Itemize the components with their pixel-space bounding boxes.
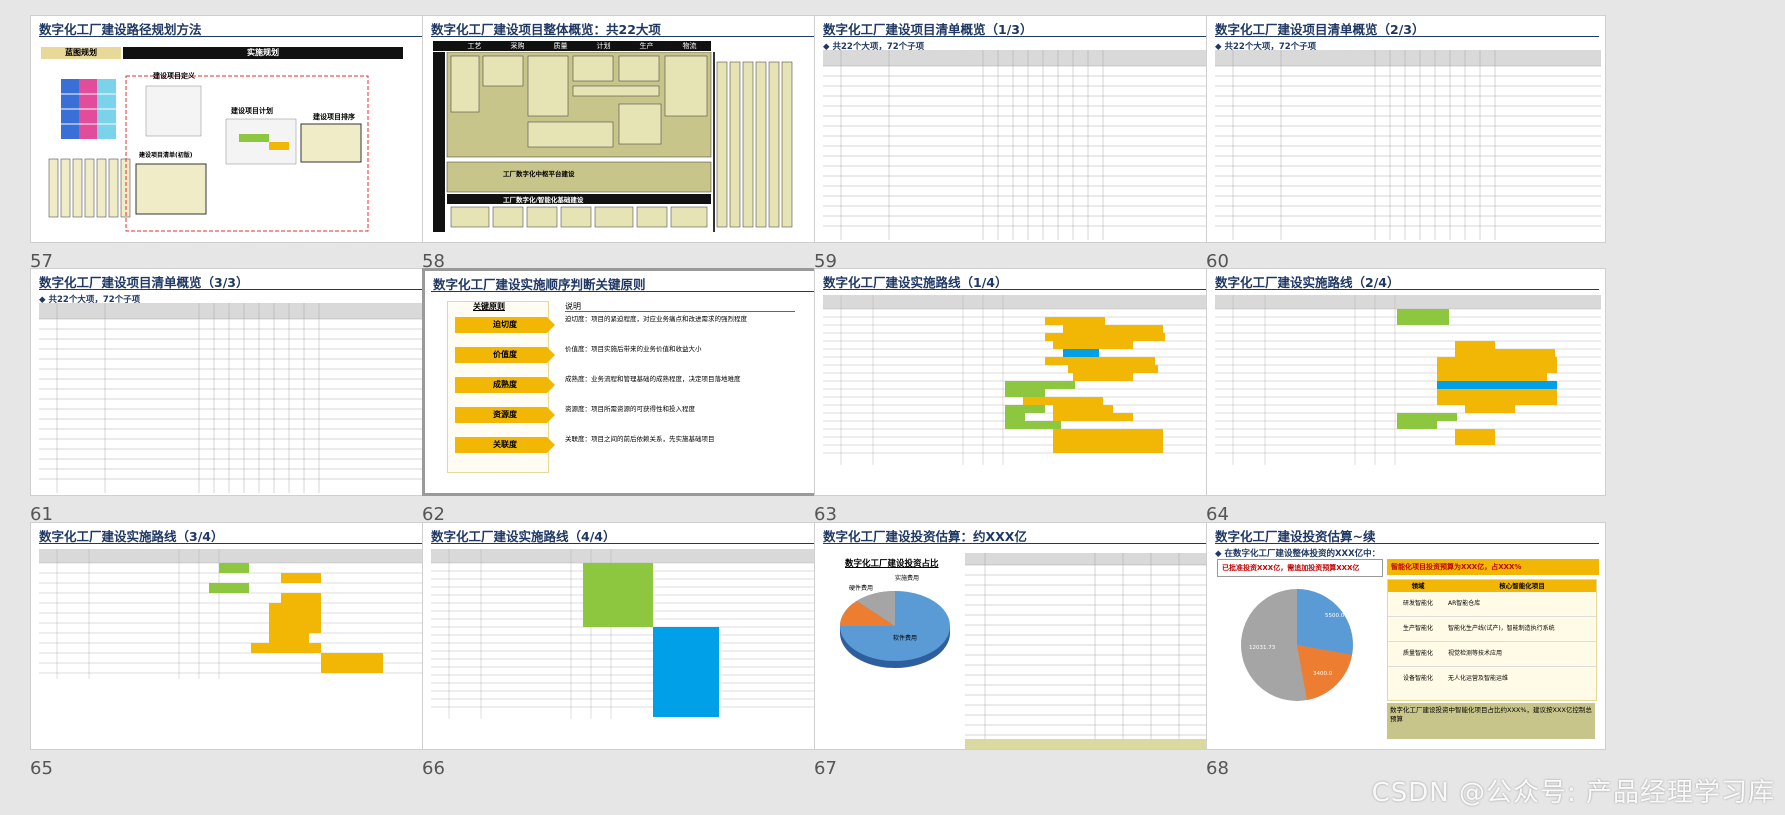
smart-project-table: 领域 核心智能化项目 研发智能化 AR智能仓库 生产智能化 智能化生产线(试产)，智… <box>1387 579 1597 701</box>
pie-label-hardware: 硬件费用 <box>849 585 874 592</box>
slide-canvas: 数字化工厂建设项目清单概览（2/3） ◆ 共22个大项，72个子项 <box>1206 15 1606 243</box>
slide-canvas: 数字化工厂建设实施路线（3/4） <box>30 522 430 750</box>
slide-number: 68 <box>1206 758 1229 779</box>
phase-tag-implementation: 实施规划 <box>123 47 403 59</box>
slide-number: 62 <box>422 504 445 525</box>
slide-number: 60 <box>1206 251 1229 272</box>
slide-canvas: 数字化工厂建设实施路线（4/4） <box>422 522 822 750</box>
process-header-bar <box>433 41 711 51</box>
roadmap-diagram <box>48 75 369 232</box>
col-project: 核心智能化项目 <box>1499 582 1545 590</box>
slide-number: 67 <box>814 758 837 779</box>
slide-canvas: 数字化工厂建设实施路线（2/4） <box>1206 268 1606 496</box>
architecture-diagram <box>433 52 793 232</box>
slide-canvas: 数字化工厂建设项目清单概览（1/3） ◆ 共22个大项，72个子项 <box>814 15 1214 243</box>
slide-number: 65 <box>30 758 53 779</box>
gantt-chart <box>1215 295 1601 465</box>
gantt-chart <box>39 549 425 679</box>
slide-subtitle: ◆ 在数字化工厂建设整体投资的XXX亿中： <box>1215 549 1381 559</box>
foundation-label: 工厂数字化/智能化基础建设 <box>503 196 584 204</box>
smart-budget-box: 智能化项目投资预算为XXX亿，占XXX% <box>1387 559 1599 575</box>
col-domain: 领域 <box>1411 582 1425 590</box>
slide-title: 数字化工厂建设实施路线（2/4） <box>1215 275 1400 290</box>
slide-subtitle: ◆ 共22个大项，72个子项 <box>1215 42 1317 52</box>
slide-number: 61 <box>30 504 53 525</box>
table-row: 生产智能化 智能化生产线(试产)，智能制造执行系统 <box>1388 617 1596 642</box>
slide-title: 数字化工厂建设项目清单概览（2/3） <box>1215 22 1425 37</box>
principle-urgency: 迫切度 <box>455 317 555 333</box>
investment-pie-chart <box>840 591 950 668</box>
slide-number: 63 <box>814 504 837 525</box>
slide-title: 数字化工厂建设投资估算~续 <box>1215 529 1376 544</box>
principle-value: 价值度 <box>455 347 555 363</box>
project-list-table <box>39 303 425 493</box>
pie-label-implementation: 实施费用 <box>895 575 920 582</box>
project-list-table <box>823 50 1209 240</box>
slide-subtitle: ◆ 共22个大项，72个子项 <box>823 42 925 52</box>
box-project-definition: 建设项目定义 <box>153 72 195 80</box>
slide-canvas: 数字化工厂建设项目清单概览（3/3） ◆ 共22个大项，72个子项 <box>30 268 430 496</box>
chart-title: 数字化工厂建设投资占比 <box>845 559 939 569</box>
slide-title: 数字化工厂建设实施路线（4/4） <box>431 529 616 544</box>
slide-title: 数字化工厂建设路径规划方法 <box>39 22 202 37</box>
pie-label-software: 软件费用 <box>893 635 918 642</box>
description-header: 说明 <box>565 302 581 311</box>
slide-number: 57 <box>30 251 53 272</box>
slide-number: 59 <box>814 251 837 272</box>
slide-title: 数字化工厂建设实施路线（1/4） <box>823 275 1008 290</box>
process-headers: 工艺 采购 质量 计划 生产 物流 <box>467 42 697 50</box>
budget-pie-chart <box>1241 589 1353 701</box>
slide-subtitle: ◆ 共22个大项，72个子项 <box>39 295 141 305</box>
slide-canvas: 数字化工厂建设路径规划方法 蓝图规划 实施规划 建设项目定义 建设项目计划 建设… <box>30 15 430 243</box>
slide-canvas: 数字化工厂建设项目整体概览：共22大项 工艺 采购 质量 计划 生产 物流 工厂数字化 <box>422 15 822 243</box>
approved-budget-box: 已批准投资XXX亿，需追加投资预算XXX亿 <box>1217 559 1383 577</box>
box-project-list: 建设项目清单(初版) <box>139 152 193 159</box>
gantt-chart <box>431 549 817 719</box>
description-relevance: 关联度：项目之间的前后依赖关系，先实施基础项目 <box>565 435 715 443</box>
description-maturity: 成熟度：业务流程和管理基础的成熟程度，决定项目落地难度 <box>565 375 741 383</box>
slide-number: 66 <box>422 758 445 779</box>
investment-table <box>965 553 1209 749</box>
pie-value-3: 12031.73 <box>1249 645 1276 651</box>
description-value: 价值度：项目实施后带来的业务价值和收益大小 <box>565 345 702 353</box>
principles-header: 关键原则 <box>473 302 505 311</box>
slide-title: 数字化工厂建设项目清单概览（3/3） <box>39 275 249 290</box>
principle-resource: 资源度 <box>455 407 555 423</box>
slide-title: 数字化工厂建设实施顺序判断关键原则 <box>433 277 646 292</box>
table-row: 质量智能化 视觉检测等技术应用 <box>1388 642 1596 667</box>
table-row: 设备智能化 无人化运营及智能运维 <box>1402 675 1509 682</box>
pie-value-1: 5500.0 <box>1325 613 1345 619</box>
description-urgency: 迫切度：项目的紧迫程度，对应业务痛点和改进需求的强烈程度 <box>565 315 747 323</box>
slide-canvas-selected: 数字化工厂建设实施顺序判断关键原则 关键原则 说明 迫切度 价值度 成熟度 资源… <box>422 268 822 496</box>
pie-value-2: 3400.0 <box>1313 671 1333 677</box>
watermark: CSDN @公众号: 产品经理学习库 <box>1371 778 1775 808</box>
mid-platform-label: 工厂数字化中枢平台建设 <box>503 170 575 178</box>
slide-number: 58 <box>422 251 445 272</box>
table-row: 研发智能化 AR智能仓库 <box>1388 592 1596 617</box>
slide-title: 数字化工厂建设项目清单概览（1/3） <box>823 22 1033 37</box>
box-project-plan: 建设项目计划 <box>231 107 273 115</box>
phase-tag-blueprint: 蓝图规划 <box>41 47 121 59</box>
slide-canvas: 数字化工厂建设实施路线（1/4） <box>814 268 1214 496</box>
slide-title: 数字化工厂建设项目整体概览：共22大项 <box>431 22 661 37</box>
project-list-table <box>1215 50 1601 240</box>
principle-relevance: 关联度 <box>455 437 555 453</box>
cube-icon <box>61 79 116 139</box>
summary-note: 数字化工厂建设投资中智能化项目占比约XXX%，建议按XXX亿控制总预算 <box>1387 703 1595 739</box>
slide-title: 数字化工厂建设投资估算：约XXX亿 <box>823 529 1027 544</box>
slide-number: 64 <box>1206 504 1229 525</box>
slide-canvas: 数字化工厂建设投资估算~续 ◆ 在数字化工厂建设整体投资的XXX亿中： 已批准投… <box>1206 522 1606 750</box>
slide-title: 数字化工厂建设实施路线（3/4） <box>39 529 224 544</box>
description-resource: 资源度：项目所需资源的可获得性和投入程度 <box>565 405 695 413</box>
slide-canvas: 数字化工厂建设投资估算：约XXX亿 数字化工厂建设投资占比 硬件费用 实施费用 … <box>814 522 1214 750</box>
principle-maturity: 成熟度 <box>455 377 555 393</box>
gantt-chart <box>823 295 1209 465</box>
box-project-ranking: 建设项目排序 <box>313 113 355 121</box>
